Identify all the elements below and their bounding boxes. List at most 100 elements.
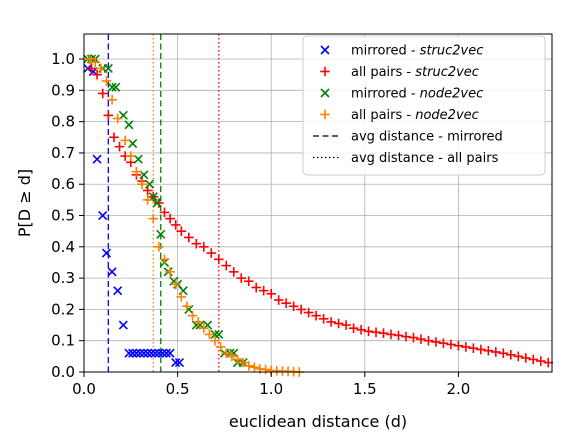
- data-point: [199, 242, 209, 252]
- data-point: [311, 310, 321, 321]
- x-tick-label: 2.0: [446, 380, 470, 398]
- data-point: [260, 364, 271, 375]
- y-axis-ticks: 0.0 0.1 0.2 0.3 0.4 0.5 0.6 0.7 0.8 0.9 1.0: [51, 50, 84, 381]
- data-point: [143, 348, 153, 358]
- legend-entry: mirrored - node2vec: [351, 87, 483, 102]
- data-point: [251, 282, 262, 293]
- data-point: [187, 310, 198, 321]
- data-point: [165, 348, 175, 358]
- x-tick-label: 1.5: [353, 380, 377, 398]
- data-point: [210, 329, 220, 340]
- data-point: [159, 207, 170, 218]
- data-point: [86, 63, 97, 74]
- x-tick-label: 0.0: [72, 380, 96, 398]
- data-point: [528, 354, 539, 365]
- data-point: [453, 340, 464, 351]
- data-point: [249, 362, 260, 373]
- data-point: [401, 331, 411, 342]
- data-point: [393, 330, 404, 341]
- data-point: [150, 348, 160, 358]
- data-point: [266, 288, 276, 299]
- data-point: [236, 273, 247, 283]
- y-tick-label: 0.1: [51, 332, 75, 350]
- legend-box: [302, 35, 546, 176]
- data-point: [227, 351, 237, 362]
- data-point: [165, 213, 175, 224]
- data-point: [176, 226, 187, 236]
- y-tick-label: 0.4: [51, 238, 75, 256]
- data-point: [191, 238, 202, 249]
- series-1: [86, 63, 554, 368]
- y-tick-label: 0.7: [51, 144, 75, 162]
- data-point: [171, 358, 181, 368]
- data-point: [378, 328, 389, 338]
- data-point: [113, 286, 123, 296]
- y-tick-label: 0.9: [51, 81, 75, 99]
- data-point: [92, 154, 102, 164]
- data-point: [431, 337, 441, 347]
- y-axis-label: P[D ≥ d]: [15, 169, 34, 237]
- data-point: [165, 267, 175, 277]
- data-point: [333, 318, 344, 329]
- data-point: [96, 63, 106, 74]
- data-point: [97, 88, 108, 99]
- data-point: [107, 82, 117, 92]
- plot-frame: [83, 33, 553, 373]
- legend-marker: [320, 66, 330, 77]
- data-point: [204, 329, 215, 340]
- data-point: [498, 348, 509, 359]
- data-point: [243, 276, 254, 287]
- data-point: [124, 348, 134, 358]
- legend-entry: avg distance - mirrored: [351, 130, 503, 145]
- data-point: [199, 323, 209, 333]
- data-point: [135, 348, 145, 358]
- data-point: [139, 348, 149, 358]
- data-point: [221, 348, 232, 359]
- data-point: [228, 267, 239, 277]
- data-point: [468, 343, 479, 354]
- data-point: [303, 307, 314, 318]
- data-point: [174, 358, 185, 368]
- x-tick-label: 0.5: [166, 380, 190, 398]
- data-point: [210, 335, 220, 346]
- data-point: [90, 57, 101, 67]
- data-point: [152, 198, 162, 208]
- data-point: [139, 170, 149, 180]
- data-point: [144, 179, 155, 189]
- data-point: [98, 210, 108, 221]
- x-axis-label: euclidean distance (d): [229, 412, 407, 431]
- data-point: [206, 248, 217, 258]
- data-point: [326, 317, 336, 327]
- legend-marker: [320, 45, 330, 55]
- data-point: [348, 323, 359, 333]
- data-point: [170, 279, 181, 290]
- data-point: [520, 353, 531, 363]
- data-point: [101, 248, 112, 258]
- legend-entry: avg distance - all pairs: [351, 151, 499, 166]
- data-point: [156, 229, 166, 239]
- data-point: [341, 320, 351, 330]
- data-point: [184, 232, 194, 243]
- data-point: [161, 348, 171, 358]
- data-point: [146, 348, 156, 358]
- data-point: [438, 338, 449, 349]
- y-tick-label: 0.5: [51, 207, 75, 225]
- data-point: [118, 320, 128, 330]
- data-point: [416, 334, 426, 344]
- data-point: [296, 304, 306, 315]
- data-point: [120, 135, 130, 146]
- y-tick-label: 1.0: [51, 50, 75, 68]
- data-point: [288, 301, 299, 312]
- data-point: [128, 348, 138, 358]
- legend-entry: all pairs - node2vec: [351, 108, 479, 123]
- x-tick-label: 1.0: [259, 380, 283, 398]
- data-point: [158, 348, 168, 358]
- data-point: [126, 151, 136, 161]
- x-axis-ticks: 0.0 0.5 1.0 1.5 2.0: [72, 372, 470, 398]
- data-point: [112, 113, 123, 124]
- data-point: [159, 254, 170, 265]
- data-point: [107, 267, 117, 277]
- data-point: [356, 324, 366, 335]
- data-point: [491, 347, 501, 357]
- data-point: [258, 285, 269, 296]
